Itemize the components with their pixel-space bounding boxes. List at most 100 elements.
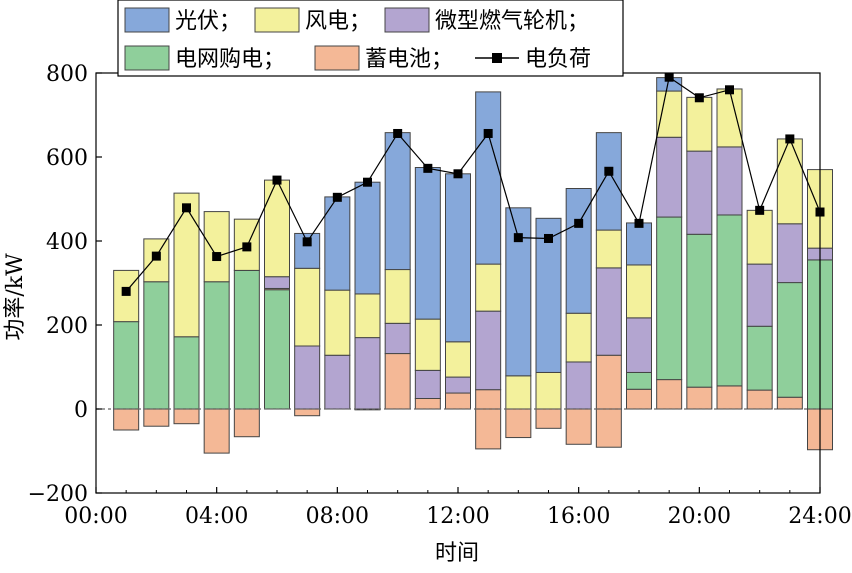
bar-battery-13 xyxy=(475,389,502,410)
bar-microturbine-8 xyxy=(324,354,351,410)
x-tick-label: 04:00 xyxy=(185,504,248,529)
legend-swatch-mt xyxy=(384,7,430,33)
bar-microturbine-19 xyxy=(656,136,683,218)
bar-wind-1 xyxy=(113,269,140,323)
bar-microturbine-17 xyxy=(595,267,622,356)
legend-label-bat: 蓄电池； xyxy=(365,47,453,72)
bar-battery-discharge-7 xyxy=(294,408,321,417)
bar-wind-7 xyxy=(294,267,321,347)
x-tick-label: 00:00 xyxy=(64,504,127,529)
bar-battery-20 xyxy=(686,386,713,410)
bar-grid-1 xyxy=(113,321,140,410)
bar-wind-15 xyxy=(535,371,562,410)
legend: 光伏； 风电； 微型燃气轮机； 电网购电； 蓄电池； 电负荷 xyxy=(117,0,624,77)
legend-swatch-grid xyxy=(124,45,170,71)
bar-battery-12 xyxy=(445,392,471,410)
load-point-1 xyxy=(121,286,131,296)
bar-wind-20 xyxy=(686,96,713,152)
load-point-11 xyxy=(423,163,433,173)
bar-wind-21 xyxy=(716,88,743,148)
load-point-2 xyxy=(151,251,161,261)
bar-grid-6 xyxy=(264,289,290,410)
bar-pv-13 xyxy=(475,91,502,265)
bar-wind-18 xyxy=(626,264,652,319)
y-tick-label: −200 xyxy=(28,482,88,507)
load-point-15 xyxy=(544,233,553,243)
bar-pv-10 xyxy=(384,132,411,271)
legend-load-marker-icon xyxy=(492,53,502,63)
bar-grid-20 xyxy=(686,233,713,388)
load-layer xyxy=(121,72,825,296)
bar-wind-10 xyxy=(384,269,411,324)
y-axis-title: 功率/kW xyxy=(3,253,28,341)
bar-pv-14 xyxy=(505,207,532,377)
bar-microturbine-16 xyxy=(565,361,592,410)
bar-battery-discharge-14 xyxy=(505,408,532,439)
bar-battery-11 xyxy=(414,398,441,410)
bar-grid-2 xyxy=(143,281,170,410)
bar-pv-18 xyxy=(626,222,652,266)
legend-label-load: 电负荷 xyxy=(525,47,591,72)
load-point-5 xyxy=(242,242,252,252)
bar-wind-16 xyxy=(565,312,592,363)
load-point-9 xyxy=(363,177,372,187)
bar-wind-22 xyxy=(746,209,773,265)
bar-battery-discharge-17 xyxy=(595,408,622,448)
bar-microturbine-13 xyxy=(475,310,502,391)
load-point-16 xyxy=(574,218,584,228)
bar-wind-3 xyxy=(173,192,200,338)
load-point-18 xyxy=(634,218,644,228)
axes: −200 0 200 400 600 800 00:00 04:00 08:00 12:00 16:… xyxy=(28,62,852,529)
bar-pv-12 xyxy=(445,173,471,343)
load-point-4 xyxy=(212,252,222,262)
legend-label-mt: 微型燃气轮机； xyxy=(435,9,589,34)
bar-wind-14 xyxy=(505,375,532,410)
bar-microturbine-22 xyxy=(746,263,773,327)
bar-wind-11 xyxy=(414,318,441,371)
bar-battery-discharge-15 xyxy=(535,408,562,429)
bar-microturbine-20 xyxy=(686,150,713,235)
bar-battery-discharge-4 xyxy=(203,408,230,454)
bar-battery-17 xyxy=(595,354,622,410)
bar-battery-discharge-13 xyxy=(475,408,502,450)
bar-battery-discharge-16 xyxy=(565,408,592,445)
legend-swatch-wind xyxy=(254,7,300,33)
bar-microturbine-18 xyxy=(626,317,652,373)
bar-wind-13 xyxy=(475,263,502,312)
bar-pv-15 xyxy=(535,217,562,373)
bar-pv-17 xyxy=(595,132,622,231)
load-point-23 xyxy=(785,134,795,144)
load-point-3 xyxy=(182,203,191,213)
x-tick-label: 20:00 xyxy=(668,504,731,529)
legend-label-grid: 电网购电； xyxy=(175,47,285,72)
bar-battery-22 xyxy=(746,389,773,410)
load-point-7 xyxy=(302,237,312,247)
load-point-22 xyxy=(755,205,765,215)
x-axis-title: 时间 xyxy=(435,541,479,566)
load-point-13 xyxy=(483,128,493,138)
legend-box xyxy=(117,0,624,77)
y-tick-label: 600 xyxy=(46,146,88,171)
bar-wind-6 xyxy=(264,179,290,278)
load-point-14 xyxy=(513,233,523,243)
x-tick-label: 24:00 xyxy=(788,504,851,529)
x-tick-label: 08:00 xyxy=(306,504,369,529)
bar-grid-22 xyxy=(746,325,773,391)
bar-pv-9 xyxy=(354,181,381,295)
bar-battery-19 xyxy=(656,379,683,410)
bar-battery-discharge-3 xyxy=(173,408,200,425)
bars-layer xyxy=(113,77,833,454)
load-point-6 xyxy=(272,175,282,185)
bar-battery-21 xyxy=(716,385,743,410)
bar-battery-23 xyxy=(776,396,803,410)
bar-battery-18 xyxy=(626,388,652,410)
load-line xyxy=(125,76,821,292)
legend-swatch-pv xyxy=(124,7,170,33)
load-point-8 xyxy=(332,192,342,202)
load-point-10 xyxy=(393,128,403,138)
bar-battery-discharge-5 xyxy=(233,408,260,438)
x-tick-label: 16:00 xyxy=(547,504,610,529)
load-point-19 xyxy=(664,72,674,82)
load-point-12 xyxy=(453,169,463,179)
